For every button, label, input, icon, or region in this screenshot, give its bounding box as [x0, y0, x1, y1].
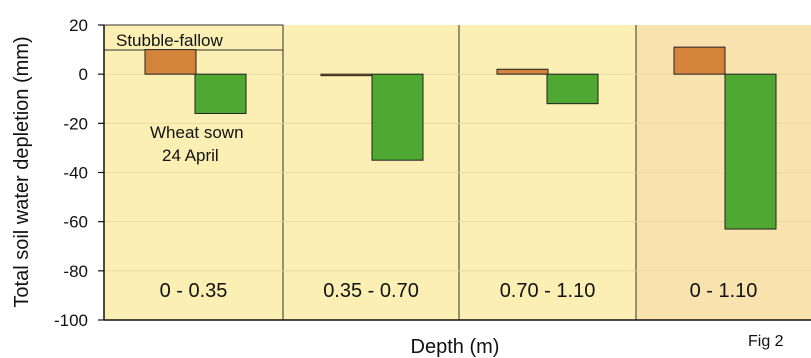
bar-wheat-1 [194, 73, 247, 114]
bar-stubble-fallow-3 [496, 68, 549, 75]
legend-stubble-fallow: Stubble-fallow [116, 31, 224, 50]
y-tick-label: -40 [63, 164, 88, 183]
y-tick-label: -100 [54, 311, 88, 330]
figure-label: Fig 2 [748, 333, 784, 350]
legend-wheat-line2: 24 April [162, 146, 219, 165]
y-tick-label: -20 [63, 114, 88, 133]
panel-labels: 0 - 0.35 0.35 - 0.70 0.70 - 1.10 0 - 1.10 [160, 280, 758, 302]
y-axis-title: Total soil water depletion (mm) [11, 36, 33, 307]
legend-wheat-line1: Wheat sown [150, 123, 244, 142]
bar-wheat-4 [724, 73, 777, 230]
bars [144, 46, 777, 230]
y-ticks: 20 0 -20 -40 -60 -80 -100 [54, 16, 104, 330]
depth-category-label: 0.35 - 0.70 [323, 280, 419, 302]
bar-stubble-fallow-4 [673, 46, 726, 75]
y-tick-label: -80 [63, 262, 88, 281]
depth-category-label: 0.70 - 1.10 [500, 280, 596, 302]
y-tick-label: -60 [63, 213, 88, 232]
x-axis-title: Depth (m) [411, 336, 500, 358]
depth-category-label: 0 - 1.10 [690, 280, 758, 302]
bar-stubble-fallow-2 [320, 73, 373, 77]
y-tick-label: 20 [69, 16, 88, 35]
bar-wheat-3 [546, 73, 599, 105]
bar-wheat-2 [371, 73, 424, 161]
depth-category-label: 0 - 0.35 [160, 280, 228, 302]
bar-stubble-fallow-1 [144, 49, 197, 75]
y-tick-label: 0 [79, 65, 88, 84]
